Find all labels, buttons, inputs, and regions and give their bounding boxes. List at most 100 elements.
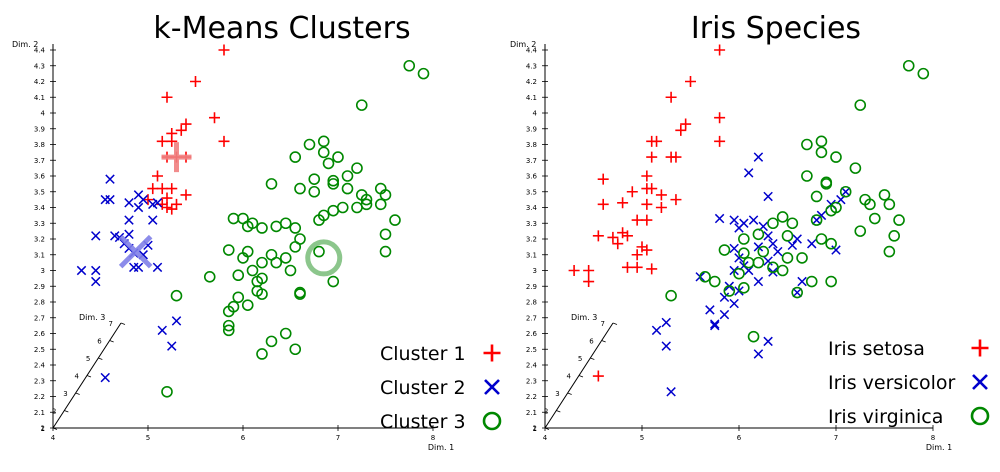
data-point	[76, 265, 87, 276]
z-tick-mark	[578, 375, 584, 378]
data-point	[738, 282, 750, 294]
z-tick-label: 7	[109, 320, 113, 328]
data-point	[289, 241, 302, 253]
data-point	[868, 212, 881, 225]
data-point	[723, 285, 736, 297]
data-point	[180, 118, 192, 130]
data-point	[710, 319, 720, 329]
data-point	[849, 162, 862, 174]
data-point	[133, 202, 144, 213]
legend-label: Cluster 3	[380, 411, 466, 433]
data-point	[719, 292, 730, 303]
data-point	[917, 67, 930, 80]
data-point	[351, 201, 363, 214]
y-tick-label: 2.1	[34, 409, 45, 417]
data-point	[246, 264, 259, 277]
data-point	[641, 198, 653, 210]
y-tick-label: 2.1	[526, 409, 537, 417]
data-point	[839, 185, 852, 198]
data-point	[568, 265, 580, 276]
data-point	[738, 247, 750, 259]
data-point	[801, 170, 813, 182]
data-point	[161, 91, 173, 103]
data-point	[341, 182, 354, 195]
data-point	[753, 152, 764, 162]
data-point	[651, 325, 662, 336]
data-point	[161, 202, 173, 213]
data-point	[792, 234, 802, 244]
data-point	[729, 243, 739, 254]
data-point	[91, 231, 101, 241]
data-point	[825, 237, 837, 250]
data-point	[710, 320, 720, 331]
data-point	[883, 198, 896, 211]
data-point	[787, 240, 798, 251]
data-point	[124, 215, 134, 225]
data-point	[815, 146, 828, 159]
data-point	[279, 252, 292, 264]
y-tick-label: 4.4	[34, 47, 46, 55]
data-point	[631, 249, 643, 261]
z-tick-label: 1	[533, 425, 537, 433]
legend-label: Cluster 2	[380, 377, 466, 399]
data-point	[222, 305, 235, 318]
y-tick-label: 2.6	[526, 330, 538, 338]
data-point	[190, 76, 201, 87]
data-point	[767, 217, 779, 230]
data-point	[170, 289, 183, 302]
data-point	[218, 135, 230, 147]
data-point	[327, 178, 340, 190]
y-tick-label: 2.5	[34, 346, 45, 354]
data-point	[379, 228, 392, 241]
data-point	[811, 215, 822, 225]
data-point	[636, 241, 648, 253]
cluster-centroid	[161, 142, 192, 173]
x-tick-label: 5	[146, 434, 150, 442]
legend-marker	[482, 411, 502, 431]
y-tick-label: 3.4	[34, 204, 46, 212]
y-axis-label: Dim. 2	[510, 40, 536, 49]
z-tick-label: 1	[41, 425, 45, 433]
x-tick-label: 6	[241, 434, 246, 442]
z-tick-label: 2	[544, 408, 548, 416]
data-point	[646, 135, 658, 147]
data-point	[308, 185, 321, 198]
z-tick-mark	[52, 427, 58, 430]
data-point	[718, 244, 731, 256]
data-point	[222, 244, 235, 256]
x-tick-label: 4	[51, 434, 56, 442]
data-point	[883, 245, 896, 258]
data-point	[705, 305, 715, 315]
z-axis-label: Dim. 3	[79, 313, 105, 322]
z-tick-label: 4	[75, 373, 80, 381]
data-point	[617, 227, 629, 239]
data-point	[327, 204, 340, 217]
data-point	[893, 214, 905, 226]
y-tick-label: 2.9	[526, 283, 537, 291]
data-point	[374, 182, 387, 195]
data-point	[781, 252, 794, 264]
data-point	[351, 162, 363, 174]
data-point	[251, 285, 264, 297]
data-point	[753, 276, 764, 287]
data-point	[763, 336, 773, 347]
y-tick-label: 4.1	[34, 94, 45, 102]
data-point	[753, 242, 764, 252]
data-point	[265, 178, 278, 190]
data-point	[91, 276, 101, 287]
data-point	[825, 275, 837, 288]
data-point	[661, 341, 671, 351]
data-point	[284, 264, 297, 277]
y-tick-label: 2.8	[526, 299, 537, 307]
data-point	[166, 135, 178, 147]
data-point	[661, 317, 671, 328]
data-point	[237, 252, 249, 264]
z-tick-mark	[109, 340, 114, 343]
y-tick-label: 3.5	[34, 188, 45, 196]
data-point	[152, 198, 163, 208]
data-point	[209, 112, 220, 124]
z-tick-label: 6	[97, 338, 102, 346]
data-point	[317, 135, 330, 148]
y-tick-label: 2.7	[526, 314, 537, 322]
z-tick-mark	[98, 357, 103, 360]
